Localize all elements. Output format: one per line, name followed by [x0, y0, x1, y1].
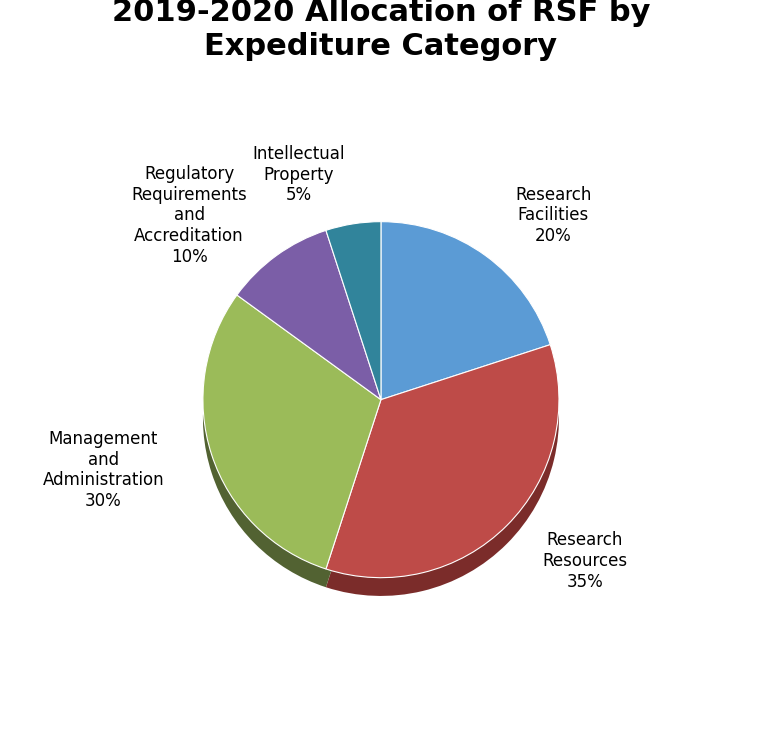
Text: Management
and
Administration
30%: Management and Administration 30%: [43, 430, 164, 510]
Wedge shape: [381, 240, 550, 418]
Text: Regulatory
Requirements
and
Accreditation
10%: Regulatory Requirements and Accreditatio…: [131, 165, 247, 266]
Wedge shape: [326, 222, 381, 399]
Text: Intellectual
Property
5%: Intellectual Property 5%: [253, 145, 345, 204]
Wedge shape: [326, 345, 559, 577]
Wedge shape: [326, 240, 381, 418]
Wedge shape: [237, 230, 381, 399]
Wedge shape: [203, 295, 381, 569]
Wedge shape: [381, 222, 550, 399]
Text: Research
Facilities
20%: Research Facilities 20%: [515, 185, 591, 245]
Title: 2019-2020 Allocation of RSF by
Expediture Category: 2019-2020 Allocation of RSF by Expeditur…: [112, 0, 651, 61]
Text: Research
Resources
35%: Research Resources 35%: [542, 531, 627, 590]
Wedge shape: [326, 363, 559, 596]
Wedge shape: [237, 249, 381, 418]
Wedge shape: [203, 313, 381, 588]
